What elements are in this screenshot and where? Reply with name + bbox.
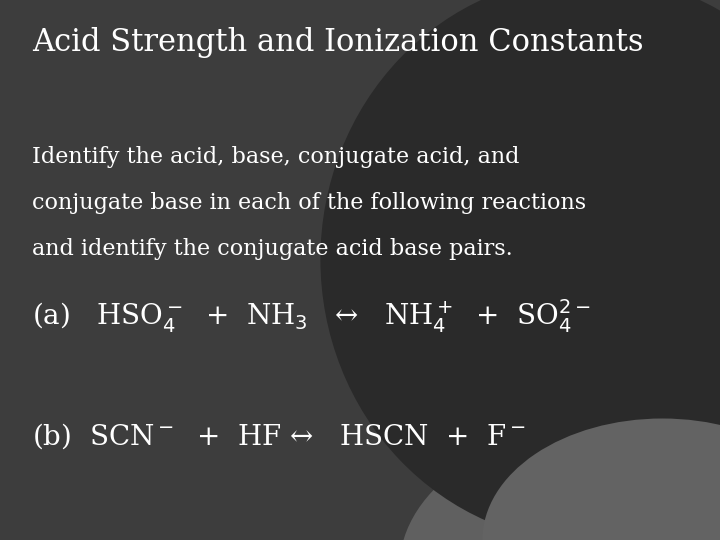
Text: conjugate base in each of the following reactions: conjugate base in each of the following … bbox=[32, 192, 587, 214]
Text: (a)   HSO$_4^-$  +  NH$_3$   ↔   NH$_4^+$  +  SO$_4^{2-}$: (a) HSO$_4^-$ + NH$_3$ ↔ NH$_4^+$ + SO$_… bbox=[32, 297, 591, 335]
Ellipse shape bbox=[400, 418, 720, 540]
Ellipse shape bbox=[320, 0, 720, 540]
Ellipse shape bbox=[482, 418, 720, 540]
Text: and identify the conjugate acid base pairs.: and identify the conjugate acid base pai… bbox=[32, 238, 513, 260]
Text: (b)  SCN$^-$  +  HF ↔   HSCN  +  F$^-$: (b) SCN$^-$ + HF ↔ HSCN + F$^-$ bbox=[32, 421, 526, 451]
Text: Acid Strength and Ionization Constants: Acid Strength and Ionization Constants bbox=[32, 27, 644, 58]
Text: Identify the acid, base, conjugate acid, and: Identify the acid, base, conjugate acid,… bbox=[32, 146, 520, 168]
